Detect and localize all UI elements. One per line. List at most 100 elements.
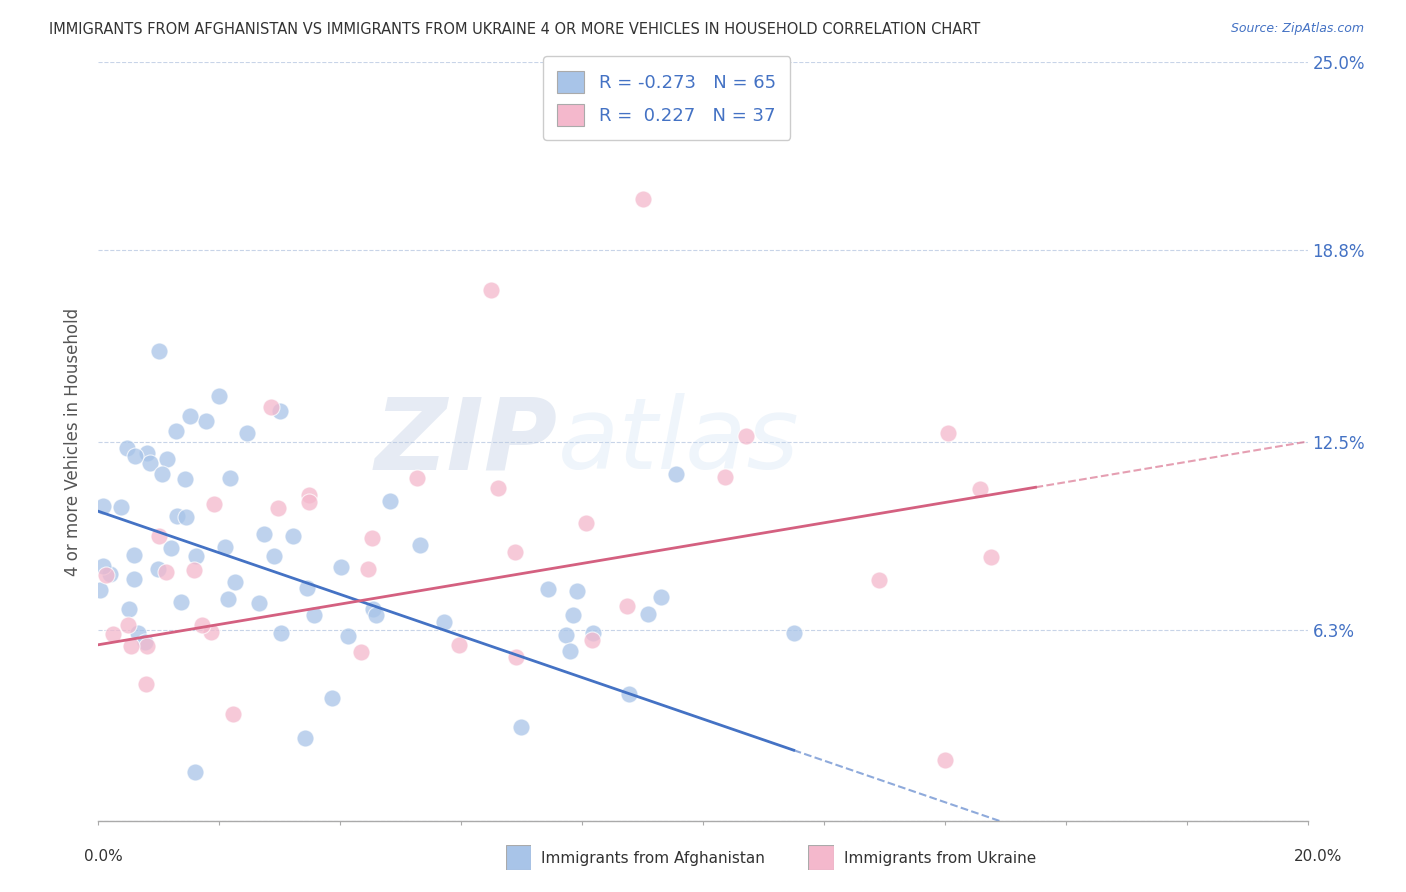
Point: [139, 456, 162, 470]
Point: [91, 499, 114, 513]
Point: [665, 467, 688, 481]
Point: [616, 599, 638, 614]
Point: [118, 602, 141, 616]
Point: [650, 590, 672, 604]
Point: [148, 529, 170, 543]
Point: [555, 627, 578, 641]
Point: [122, 573, 145, 587]
Point: [969, 482, 991, 496]
Point: [134, 635, 156, 649]
Point: [330, 560, 353, 574]
Point: [135, 639, 157, 653]
Point: [155, 565, 177, 579]
Point: [117, 618, 139, 632]
Point: [294, 731, 316, 745]
Point: [160, 541, 183, 556]
Point: [174, 472, 197, 486]
Point: [236, 426, 259, 441]
Point: [115, 441, 138, 455]
Point: [120, 639, 142, 653]
Point: [298, 488, 321, 502]
Point: [360, 531, 382, 545]
Text: atlas: atlas: [558, 393, 800, 490]
Point: [146, 562, 169, 576]
Point: [170, 595, 193, 609]
Point: [980, 549, 1002, 564]
Point: [366, 607, 388, 622]
Point: [208, 389, 231, 403]
Point: [350, 645, 373, 659]
Point: [103, 626, 125, 640]
Point: [176, 510, 198, 524]
Point: [361, 601, 384, 615]
Point: [447, 638, 470, 652]
Point: [247, 596, 270, 610]
Point: [263, 549, 285, 563]
Point: [219, 471, 242, 485]
Point: [89, 583, 111, 598]
Point: [868, 573, 890, 587]
Point: [581, 632, 603, 647]
Point: [378, 494, 401, 508]
Point: [179, 409, 201, 423]
Point: [110, 500, 132, 515]
Point: [505, 650, 527, 665]
Text: Immigrants from Ukraine: Immigrants from Ukraine: [844, 851, 1036, 865]
Text: Immigrants from Afghanistan: Immigrants from Afghanistan: [541, 851, 765, 865]
Point: [783, 625, 806, 640]
Point: [222, 706, 245, 721]
Point: [267, 500, 290, 515]
Point: [631, 192, 654, 206]
Point: [409, 538, 432, 552]
Point: [166, 508, 188, 523]
Text: IMMIGRANTS FROM AFGHANISTAN VS IMMIGRANTS FROM UKRAINE 4 OR MORE VEHICLES IN HOU: IMMIGRANTS FROM AFGHANISTAN VS IMMIGRANT…: [49, 22, 980, 37]
Point: [214, 540, 236, 554]
Point: [510, 720, 533, 734]
Legend: R = -0.273   N = 65, R =  0.227   N = 37: R = -0.273 N = 65, R = 0.227 N = 37: [543, 56, 790, 140]
Point: [336, 629, 359, 643]
Point: [156, 452, 179, 467]
Point: [183, 764, 205, 779]
Point: [505, 544, 527, 558]
Point: [560, 644, 582, 658]
Point: [191, 617, 214, 632]
Text: ZIP: ZIP: [375, 393, 558, 490]
Point: [357, 561, 380, 575]
Point: [269, 404, 291, 418]
Text: 20.0%: 20.0%: [1295, 849, 1343, 863]
Point: [224, 574, 246, 589]
Point: [295, 581, 318, 595]
Point: [202, 497, 225, 511]
Point: [582, 626, 605, 640]
Point: [253, 526, 276, 541]
Point: [321, 690, 343, 705]
Point: [714, 470, 737, 484]
Point: [561, 608, 583, 623]
Text: 0.0%: 0.0%: [84, 849, 124, 863]
Point: [217, 592, 239, 607]
Point: [637, 607, 659, 621]
Point: [281, 529, 304, 543]
Point: [260, 400, 283, 414]
Point: [481, 283, 503, 297]
Point: [200, 625, 222, 640]
Point: [735, 429, 758, 443]
Point: [148, 343, 170, 358]
Point: [183, 563, 205, 577]
Text: Source: ZipAtlas.com: Source: ZipAtlas.com: [1230, 22, 1364, 36]
Point: [135, 677, 157, 691]
Point: [127, 626, 149, 640]
Point: [406, 471, 429, 485]
Point: [297, 494, 319, 508]
Point: [195, 414, 218, 428]
Point: [150, 467, 173, 481]
Point: [270, 626, 292, 640]
Point: [184, 549, 207, 563]
Point: [567, 584, 589, 599]
Point: [433, 615, 456, 630]
Point: [486, 481, 509, 495]
Point: [575, 516, 598, 530]
Point: [302, 608, 325, 623]
Point: [166, 424, 188, 438]
Point: [98, 566, 121, 581]
